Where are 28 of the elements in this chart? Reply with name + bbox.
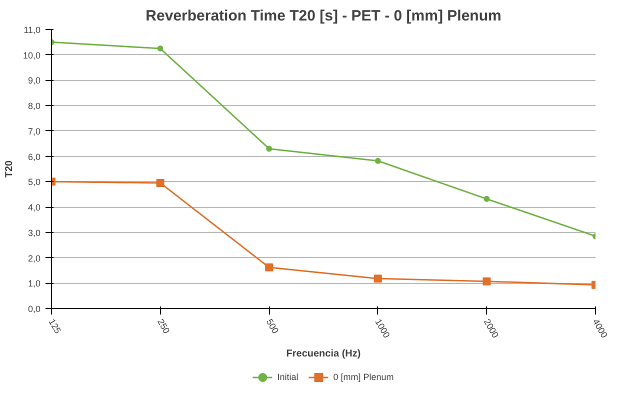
y-tick-label: 11,0 [24, 25, 41, 35]
y-tick-label: 10,0 [22, 50, 41, 60]
x-tick-label: 125 [46, 317, 63, 336]
y-tick-label: 1,0 [28, 278, 41, 289]
point [484, 196, 490, 202]
point [156, 178, 164, 187]
point [157, 46, 164, 52]
x-axis-title: Frecuencia (Hz) [286, 348, 361, 360]
y-tick-label: 7,0 [28, 126, 41, 136]
y-tick-label: 6,0 [28, 152, 41, 162]
y-tick-label: 3,0 [28, 228, 41, 238]
legend-label: 0 [mm] Plenum [333, 372, 394, 382]
point [266, 146, 272, 152]
y-tick-label: 4,0 [28, 202, 41, 213]
y-axis-title: T20 [4, 160, 15, 178]
point [265, 263, 274, 272]
legend-label: Initial [277, 372, 298, 382]
x-tick-label: 500 [264, 317, 281, 336]
point [482, 277, 491, 286]
y-tick-label: 9,0 [28, 76, 41, 86]
y-tick-label: 5,0 [28, 177, 41, 188]
point [374, 158, 381, 164]
y-tick-label: 2,0 [28, 253, 41, 264]
point [374, 274, 382, 283]
y-tick-label: 8,0 [28, 101, 41, 112]
x-tick-label: 250 [156, 317, 172, 336]
y-tick-label: 0,0 [28, 304, 41, 314]
chart-title: Reverberation Time T20 [s] - PET - 0 [mm] Plenum [146, 8, 502, 24]
